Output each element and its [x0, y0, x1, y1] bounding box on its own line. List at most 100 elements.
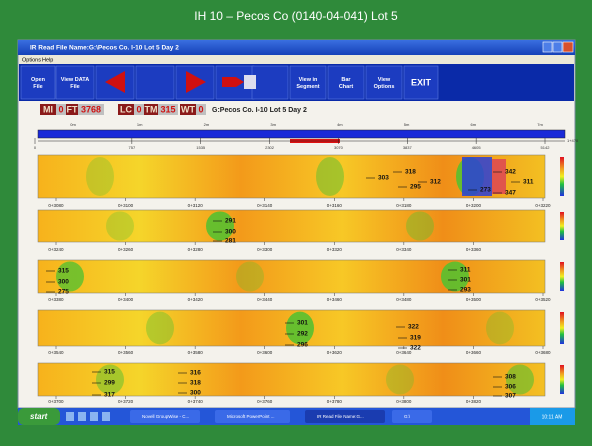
status-field — [144, 104, 158, 115]
menu-item[interactable]: Help — [42, 57, 53, 63]
axis-label: 0+3440 — [257, 297, 273, 302]
toolbar-button[interactable] — [20, 65, 56, 100]
color-scale — [560, 365, 564, 394]
toolbar-label: View in Segment — [296, 77, 319, 90]
axis-label: 0+3620 — [327, 350, 343, 355]
toolbar-button[interactable] — [135, 65, 175, 100]
quick-launch[interactable] — [90, 412, 98, 421]
axis-label: 0+3700 — [48, 399, 64, 404]
file-name: G:Pecos Co. I-10 Lot 5 Day 2 — [212, 107, 307, 114]
toolbar-button[interactable] — [327, 65, 365, 100]
toolbar-label: Bar Chart — [339, 77, 354, 90]
axis-label: 0+3780 — [327, 399, 343, 404]
temperature-label: 299 — [104, 380, 115, 387]
toolbar-button[interactable] — [289, 65, 327, 100]
toolbar-button[interactable] — [55, 65, 95, 100]
quick-launch[interactable] — [102, 412, 110, 421]
axis-label: 0+3640 — [396, 350, 412, 355]
status-text: TM — [145, 104, 158, 114]
heat-patch — [506, 364, 534, 395]
title-bar — [18, 40, 575, 55]
temperature-label: 318 — [190, 380, 201, 387]
overview-bottom-label: 3070 — [334, 145, 344, 150]
overview-top-label: 4m — [337, 122, 343, 127]
overview-top-label: 6m — [471, 122, 477, 127]
start-label: start — [30, 412, 48, 421]
menu-item[interactable]: Options — [22, 57, 41, 63]
status-text: WT — [181, 104, 195, 114]
status-text: 0 — [136, 104, 141, 114]
heat-patch — [386, 364, 414, 395]
heat-patch — [286, 311, 314, 345]
minimize[interactable] — [542, 41, 553, 53]
task-button[interactable] — [392, 410, 432, 423]
temperature-label: 300 — [190, 390, 201, 397]
axis-label: 0+3140 — [257, 203, 273, 208]
axis-label: 0+3500 — [466, 297, 482, 302]
heat-patch — [86, 156, 114, 197]
temperature-label: 317 — [104, 392, 115, 399]
temperature-label: 295 — [410, 184, 421, 191]
temperature-label: 275 — [58, 289, 69, 296]
status-text: MI — [43, 104, 53, 114]
axis-label: 0+3160 — [327, 203, 343, 208]
axis-label: 0+3180 — [396, 203, 412, 208]
heat-patch — [462, 157, 492, 196]
axis-label: 0+3260 — [118, 247, 134, 252]
task-button[interactable] — [130, 410, 200, 423]
axis-label: 0+3480 — [396, 297, 412, 302]
temperature-label: 291 — [225, 218, 236, 225]
task-label: G:\ — [404, 414, 411, 419]
temperature-label: 292 — [297, 331, 308, 338]
maximize[interactable] — [552, 41, 563, 53]
axis-label: 0+3340 — [396, 247, 412, 252]
tray — [530, 408, 575, 425]
task-button[interactable] — [215, 410, 290, 423]
status-field — [66, 104, 78, 115]
axis-label: 0+3080 — [48, 203, 64, 208]
start-button[interactable] — [18, 408, 60, 425]
overview-top-label: 0m — [70, 122, 76, 127]
toolbar-button[interactable] — [403, 65, 439, 100]
temperature-label: 315 — [58, 268, 69, 275]
axis-label: 0+3540 — [48, 350, 64, 355]
temperature-label: 318 — [405, 169, 416, 176]
overview-top-label: 2m — [204, 122, 210, 127]
axis-label: 0+3100 — [118, 203, 134, 208]
axis-label: 0+3200 — [466, 203, 482, 208]
status-field — [40, 104, 56, 115]
toolbar-button[interactable] — [251, 65, 289, 100]
axis-label: 0+3220 — [535, 203, 551, 208]
quick-launch[interactable] — [78, 412, 86, 421]
overview-bottom-label: 1535 — [196, 145, 206, 150]
axis-label: 0+3820 — [466, 399, 482, 404]
temperature-label: 307 — [505, 393, 516, 400]
heat-patch — [492, 159, 506, 194]
temperature-label: 316 — [190, 370, 201, 377]
axis-label: 0+3120 — [188, 203, 204, 208]
temperature-label: 312 — [430, 179, 441, 186]
task-button[interactable] — [305, 410, 385, 423]
overview-top-label: 7m — [537, 122, 543, 127]
temperature-label: 303 — [378, 175, 389, 182]
toolbar-label: EXIT — [411, 77, 432, 87]
toolbar-button[interactable] — [365, 65, 403, 100]
temperature-label: 347 — [505, 190, 516, 197]
next-arrow — [186, 71, 206, 93]
axis-label: 0+3580 — [188, 350, 204, 355]
overview-bottom-label: 4605 — [472, 145, 482, 150]
status-field — [180, 104, 196, 115]
axis-label: 0+3800 — [396, 399, 412, 404]
window-title: IR Read File Name:G:\Pecos Co. I-10 Lot … — [30, 45, 179, 52]
overview-end: 1+478 — [567, 138, 579, 143]
color-scale — [560, 157, 564, 196]
task-label: IR Read File Name:G... — [317, 414, 364, 419]
axis-label: 0+3320 — [327, 247, 343, 252]
axis-label: 0+3760 — [257, 399, 273, 404]
quick-launch[interactable] — [66, 412, 74, 421]
temperature-label: 300 — [58, 279, 69, 286]
close[interactable] — [562, 41, 574, 53]
temperature-label: 273 — [480, 187, 491, 194]
